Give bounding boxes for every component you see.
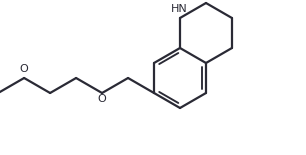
Text: O: O [98,94,106,104]
Text: O: O [20,64,28,74]
Text: HN: HN [171,4,187,14]
